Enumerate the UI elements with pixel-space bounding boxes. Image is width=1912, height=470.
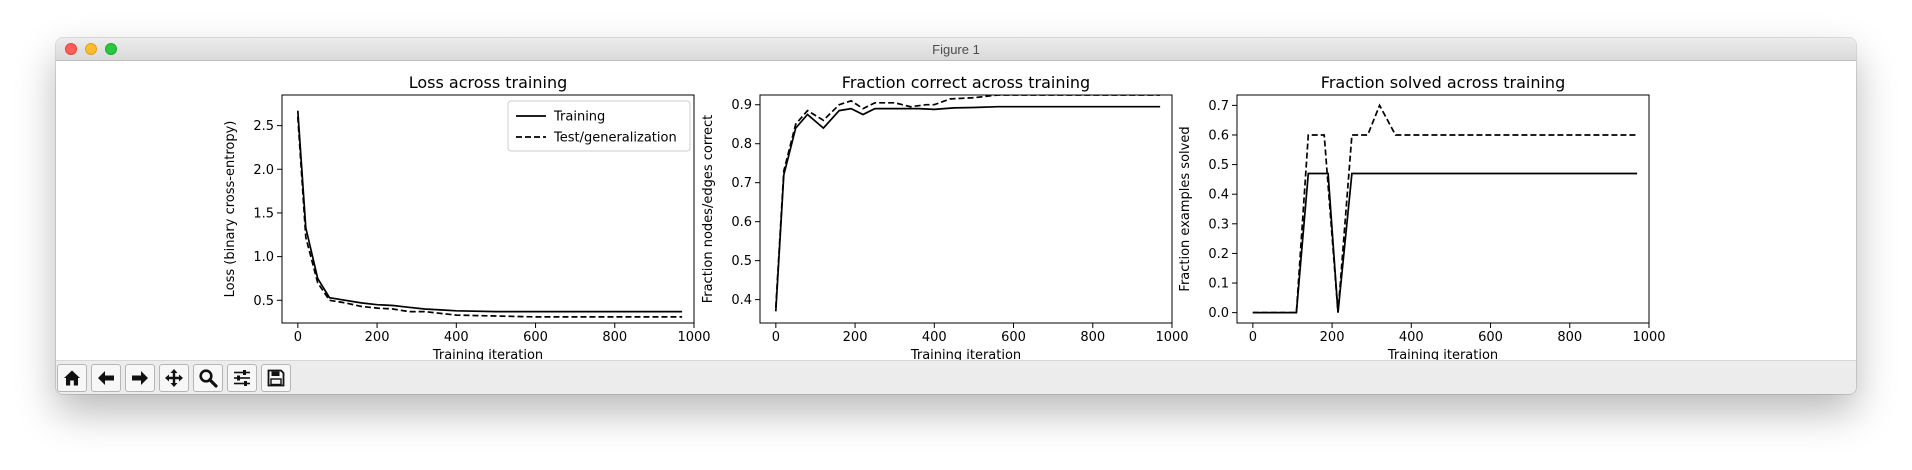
back-button[interactable] xyxy=(91,364,121,392)
y-tick-label: 0.6 xyxy=(731,215,752,230)
series-line-training xyxy=(774,105,1161,312)
x-tick-label: 800 xyxy=(1080,330,1105,345)
y-axis-label: Loss (binary cross-entropy) xyxy=(223,121,238,298)
arrow-left-icon xyxy=(98,371,114,385)
chart-title: Fraction correct across training xyxy=(842,73,1090,92)
x-tick-label: 800 xyxy=(1557,330,1582,345)
x-tick-label: 1000 xyxy=(1632,330,1665,345)
y-axis-label: Fraction nodes/edges correct xyxy=(701,115,716,304)
figure-canvas[interactable]: 0 200 400 600 800 1000 0.5 1.0 1.5 2.0 2.5 Loss acr… xyxy=(56,61,1856,360)
y-tick-label: 1.0 xyxy=(253,250,274,265)
axes-frame xyxy=(281,94,695,324)
axes-frame xyxy=(759,94,1173,324)
figure-svg: 0 200 400 600 800 1000 0.5 1.0 1.5 2.0 2.5 Loss acr… xyxy=(223,73,1666,360)
chart-title: Fraction solved across training xyxy=(1321,73,1565,92)
y-tick-label: 2.0 xyxy=(253,163,274,178)
y-tick-label: 0.3 xyxy=(1208,217,1229,232)
y-tick-label: 0.4 xyxy=(731,293,752,308)
y-tick-label: 0.7 xyxy=(1208,99,1229,114)
legend-label: Training xyxy=(553,110,605,125)
x-axis-label: Training iteration xyxy=(1387,348,1498,360)
axes-frame xyxy=(1236,94,1650,324)
home-icon xyxy=(64,370,80,386)
y-tick-label: 0.5 xyxy=(253,294,274,309)
series-line-test-generalization xyxy=(774,95,1161,308)
series-line-training xyxy=(296,110,683,313)
minimize-window-button[interactable] xyxy=(85,43,97,55)
y-tick-label: 0.2 xyxy=(1208,247,1229,262)
title-bar[interactable]: Figure 1 xyxy=(56,38,1856,61)
x-tick-label: 1000 xyxy=(677,330,710,345)
y-tick-label: 0.5 xyxy=(1208,158,1229,173)
close-window-button[interactable] xyxy=(65,43,77,55)
y-tick-label: 0.9 xyxy=(731,98,752,113)
x-tick-label: 0 xyxy=(772,330,780,345)
move-icon xyxy=(165,369,183,387)
x-tick-label: 0 xyxy=(1249,330,1257,345)
y-axis-label: Fraction examples solved xyxy=(1178,126,1193,291)
sliders-icon xyxy=(234,370,250,386)
x-axis-label: Training iteration xyxy=(432,348,543,360)
x-tick-label: 200 xyxy=(1320,330,1345,345)
y-tick-label: 0.8 xyxy=(731,137,752,152)
x-axis-label: Training iteration xyxy=(910,348,1021,360)
x-tick-label: 1000 xyxy=(1155,330,1188,345)
arrow-right-icon xyxy=(132,371,148,385)
x-tick-label: 400 xyxy=(922,330,947,345)
y-tick-label: 0.5 xyxy=(731,254,752,269)
zoom-window-button[interactable] xyxy=(105,43,117,55)
y-tick-label: 0.4 xyxy=(1208,188,1229,203)
y-tick-label: 0.7 xyxy=(731,176,752,191)
navigation-toolbar xyxy=(56,360,1856,394)
window-title: Figure 1 xyxy=(932,42,980,57)
zoom-button[interactable] xyxy=(193,364,223,392)
y-tick-label: 2.5 xyxy=(253,119,274,134)
forward-button[interactable] xyxy=(125,364,155,392)
x-tick-label: 600 xyxy=(1001,330,1026,345)
x-tick-label: 0 xyxy=(294,330,302,345)
y-tick-label: 1.5 xyxy=(253,206,274,221)
home-button[interactable] xyxy=(57,364,87,392)
save-icon xyxy=(267,369,285,387)
magnifier-icon xyxy=(199,369,218,388)
x-tick-label: 400 xyxy=(444,330,469,345)
x-tick-label: 800 xyxy=(602,330,627,345)
x-tick-label: 600 xyxy=(523,330,548,345)
save-button[interactable] xyxy=(261,364,291,392)
series-line-training xyxy=(1252,172,1638,314)
x-tick-label: 400 xyxy=(1399,330,1424,345)
figure-window: Figure 1 0 200 400 600 800 1000 0.5 1.0 1.5 2.0 2.… xyxy=(56,38,1856,394)
legend-label: Test/generalization xyxy=(553,131,677,146)
chart-2: 0 200 400 600 800 1000 0.4 0.5 0.6 0.7 0.8 0.9 Fract… xyxy=(701,73,1189,360)
legend: Training Test/generalization xyxy=(507,100,691,152)
pan-button[interactable] xyxy=(159,364,189,392)
y-tick-label: 0.1 xyxy=(1208,277,1229,292)
chart-3: 0 200 400 600 800 1000 0.0 0.1 0.2 0.3 0.4 0.5 0.6 0.… xyxy=(1178,73,1666,360)
x-tick-label: 200 xyxy=(365,330,390,345)
chart-title: Loss across training xyxy=(409,73,568,92)
series-line-test-generalization xyxy=(1252,103,1638,314)
legend-box xyxy=(507,100,691,152)
x-tick-label: 200 xyxy=(843,330,868,345)
y-tick-label: 0.0 xyxy=(1208,306,1229,321)
y-tick-label: 0.6 xyxy=(1208,128,1229,143)
chart-1: 0 200 400 600 800 1000 0.5 1.0 1.5 2.0 2.5 Loss acr… xyxy=(223,73,711,360)
configure-subplots-button[interactable] xyxy=(227,364,257,392)
x-tick-label: 600 xyxy=(1478,330,1503,345)
series-line-test-generalization xyxy=(296,116,683,318)
